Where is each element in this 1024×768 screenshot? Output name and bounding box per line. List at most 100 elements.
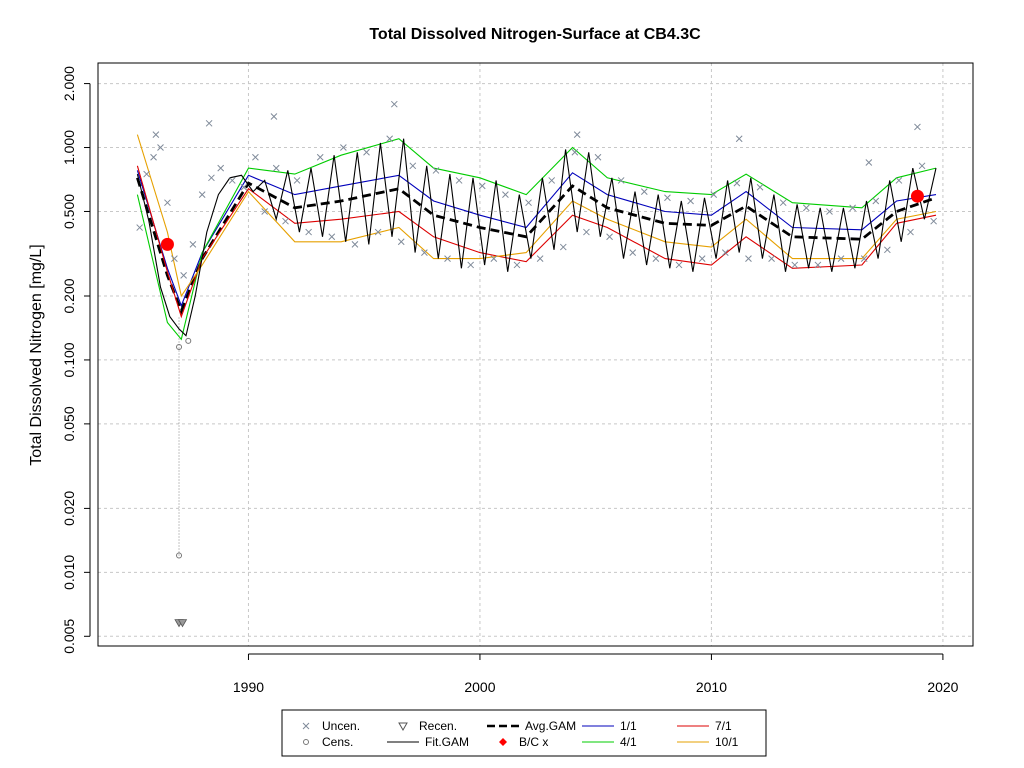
x-tick-label: 2010 [696,679,727,695]
legend-symbol [302,722,310,730]
legend-label: Uncen. [322,719,360,733]
legend-label: Fit.GAM [425,735,469,749]
y-tick-label: 0.020 [61,491,77,526]
uncensored-point [525,199,532,207]
uncensored-point [721,249,729,256]
y-axis-label: Total Dissolved Nitrogen [mg/L] [28,244,45,465]
uncensored-point [390,100,398,108]
uncensored-point [282,217,289,225]
uncensored-point [583,228,590,236]
uncensored-point [791,261,799,269]
censored-point [185,337,192,344]
uncensored-point [351,241,359,248]
uncensored-point [374,228,382,236]
uncensored-point [513,261,521,269]
uncensored-point [272,164,280,172]
uncensored-point [735,135,743,143]
y-tick-label: 0.010 [61,555,77,590]
uncensored-point [872,197,880,205]
legend-label: 10/1 [715,735,739,749]
uncensored-point [687,197,694,205]
uncensored-point [895,177,903,184]
uncensored-point [745,255,752,262]
legend-symbol [499,738,507,746]
uncensored-point [733,179,741,187]
uncensored-point [208,174,215,182]
y-tick-label: 0.100 [61,342,77,377]
legend-symbol [398,722,408,732]
uncensored-point [316,153,324,161]
uncensored-point [228,177,236,184]
uncensored-point [240,183,248,191]
uncensored-point [571,148,579,156]
uncensored-point [409,162,417,170]
legend-label: 7/1 [715,719,732,733]
uncensored-point [157,144,164,151]
legend-label: Avg.GAM [525,719,576,733]
legend-box [281,709,767,757]
uncensored-point [164,199,171,207]
uncensored-point [802,204,810,212]
y-tick-label: 0.050 [61,406,77,441]
legend-label: Cens. [322,735,353,749]
uncensored-point [467,261,475,269]
uncensored-point [502,191,509,199]
x-tick-label: 2020 [927,679,958,695]
y-tick-label: 0.200 [61,278,77,313]
uncensored-point [136,224,144,231]
chart-title: Total Dissolved Nitrogen-Surface at CB4.… [369,26,701,43]
uncensored-point [710,191,718,199]
uncensored-point [594,153,602,161]
censored-point [176,344,183,351]
recensored-point [177,619,188,628]
uncensored-point [865,159,873,166]
uncensored-point [180,272,188,279]
series-layer [136,134,937,556]
y-axis: 0.005 0.010 0.020 0.050 0.100 0.200 0.500 1.000… [61,66,91,654]
uncensored-point [252,153,259,161]
uncensored-point [573,131,581,138]
uncensored-point [444,255,451,262]
uncensored-point [455,177,463,184]
uncensored-point [536,255,544,262]
legend-label: 1/1 [620,719,637,733]
points-layer [136,100,938,628]
uncensored-point [293,177,301,184]
uncensored-point [849,204,856,212]
uncensored-point [261,208,269,215]
uncensored-point [143,170,150,178]
uncensored-point [340,144,347,151]
uncensored-point [914,123,921,131]
uncensored-point [150,153,157,161]
uncensored-point [756,183,764,191]
uncensored-point [397,238,405,246]
uncensored-point [478,182,486,190]
uncensored-point [907,228,914,236]
uncensored-point [883,246,891,254]
uncensored-point [837,255,845,262]
y-tick-label: 2.000 [61,66,77,101]
x-tick-label: 1990 [233,679,264,695]
uncensored-point [606,233,613,241]
bc-point [160,237,174,251]
uncensored-point [826,208,833,215]
uncensored-point [548,177,556,184]
uncensored-point [779,199,787,207]
legend: Uncen. Recen. Avg.GAM 1/1 7/1 Cens. Fit.GAM B/C… [281,709,767,757]
uncensored-point [198,191,206,199]
grid [98,63,973,646]
legend-symbol [303,739,309,745]
uncensored-point [617,177,625,184]
uncensored-point [698,255,706,262]
bc-point [910,189,924,203]
uncensored-point [305,228,313,236]
uncensored-point [814,261,822,269]
uncensored-point [328,233,336,241]
uncensored-point [860,255,868,262]
series-line [136,138,937,337]
uncensored-point [629,249,637,256]
plot-frame [97,62,974,647]
series-line [136,134,937,298]
uncensored-point [432,167,440,174]
